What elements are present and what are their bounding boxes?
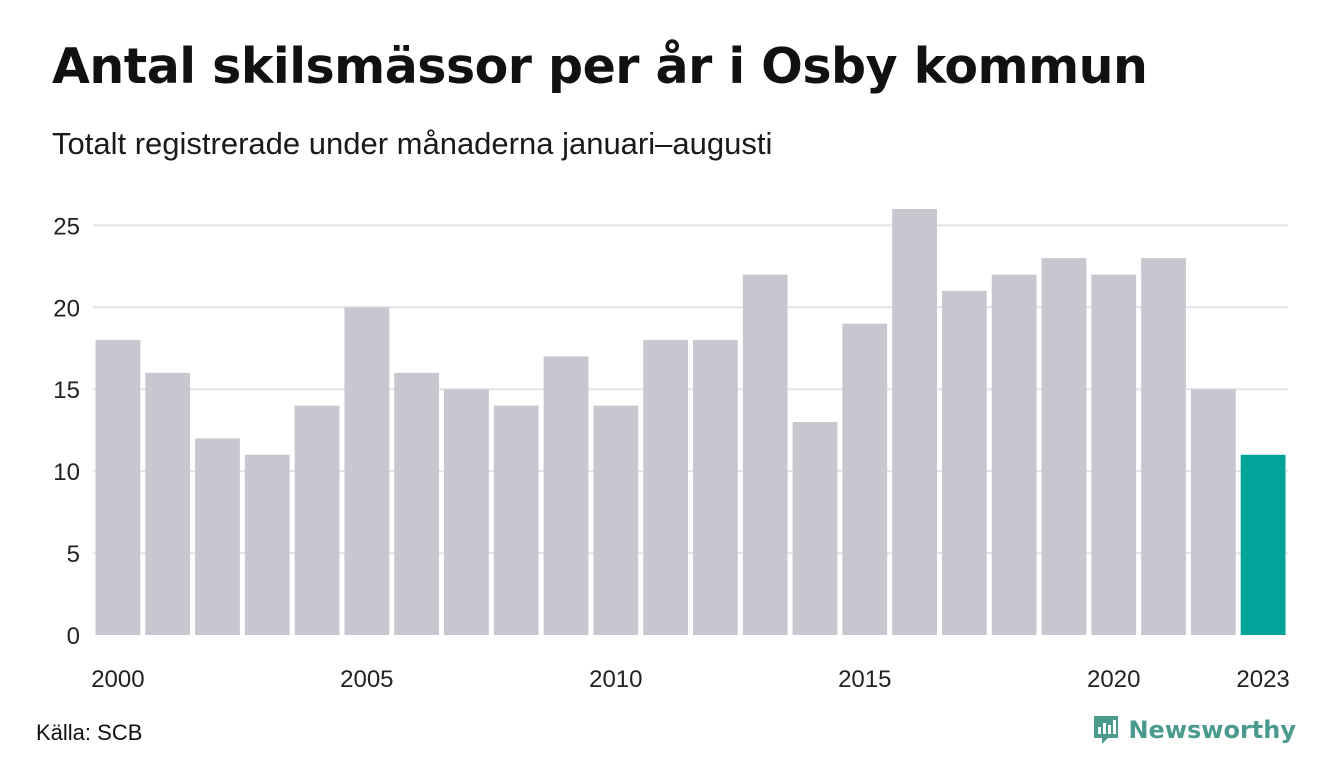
y-tick-label: 15	[53, 377, 80, 404]
bar-2004	[294, 405, 340, 635]
x-tick-label: 2005	[340, 666, 393, 693]
bar-2015	[842, 323, 888, 635]
y-tick-label: 20	[53, 295, 80, 322]
grid-lines	[93, 224, 1288, 555]
bar-2008	[493, 405, 539, 635]
y-tick-label: 5	[67, 541, 80, 568]
x-tick-label: 2010	[589, 666, 642, 693]
y-tick-label: 25	[53, 213, 80, 240]
bar-2018	[991, 274, 1037, 635]
y-tick-label: 0	[67, 623, 80, 650]
x-tick-label: 2023	[1236, 666, 1289, 693]
bar-2006	[394, 372, 440, 635]
brand-name: Newsworthy	[1128, 716, 1296, 744]
bar-2022	[1190, 389, 1236, 635]
bar-2021	[1141, 258, 1186, 635]
y-axis-ticks: 0 5 10 15 20 25	[53, 213, 80, 650]
bar-2012	[693, 340, 738, 635]
bar-chart: 0 5 10 15 20 25 2000 2005 2010 2015 2020 2023	[53, 209, 1290, 693]
bar-2009	[543, 356, 589, 635]
bar-2019	[1041, 258, 1087, 635]
x-tick-label: 2015	[838, 666, 891, 693]
bar-2013	[742, 274, 788, 635]
x-tick-label: 2000	[91, 666, 144, 693]
bar-2020	[1091, 274, 1137, 635]
bar-2007	[444, 389, 489, 635]
bar-2003	[244, 454, 290, 635]
bars	[95, 209, 1286, 635]
bar-2001	[145, 372, 191, 635]
newsworthy-brand: Newsworthy	[1092, 714, 1296, 746]
y-tick-label: 10	[53, 459, 80, 486]
bar-2017	[941, 290, 987, 635]
newsworthy-logo-icon	[1094, 716, 1119, 744]
chart-title: Antal skilsmässor per år i Osby kommun	[52, 38, 1148, 95]
bar-2023	[1240, 454, 1286, 635]
bar-2014	[792, 422, 838, 635]
x-tick-label: 2020	[1087, 666, 1140, 693]
bar-2005	[344, 307, 390, 635]
chart-subtitle: Totalt registrerade under månaderna janu…	[52, 126, 773, 161]
source-label: Källa: SCB	[36, 720, 143, 745]
bar-2011	[643, 340, 688, 635]
bar-2010	[593, 405, 639, 635]
bar-2002	[195, 438, 240, 635]
bar-2000	[95, 340, 141, 635]
bar-2016	[892, 209, 937, 635]
x-axis-ticks: 2000 2005 2010 2015 2020 2023	[91, 666, 1290, 693]
